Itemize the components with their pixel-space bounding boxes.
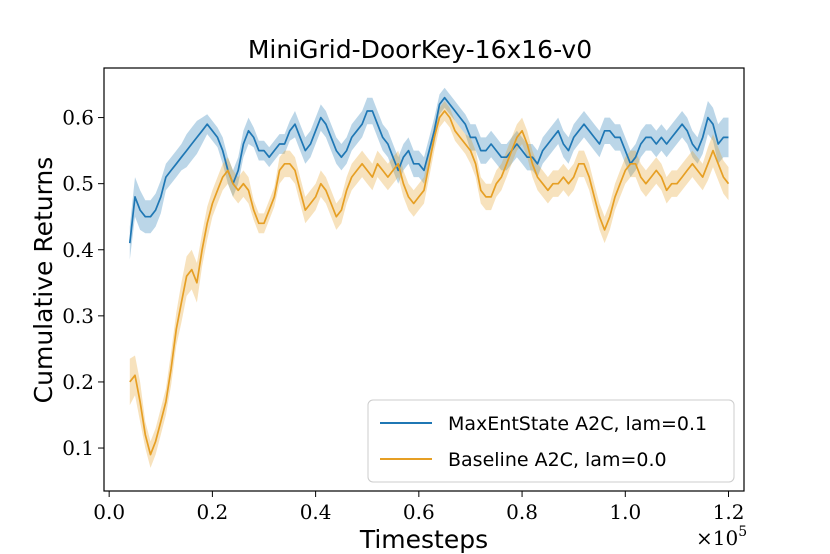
- x-tick-label: 0.6: [403, 500, 435, 524]
- x-tick-label: 0.4: [300, 500, 332, 524]
- x-tick-label: 1.0: [609, 500, 641, 524]
- y-tick-label: 0.4: [62, 238, 94, 262]
- x-tick-label: 1.2: [713, 500, 745, 524]
- legend-box: [367, 399, 735, 483]
- series-band-1: [129, 101, 729, 468]
- y-tick-label: 0.3: [62, 304, 94, 328]
- x-axis-label: Timesteps: [359, 525, 488, 554]
- series-lines: [128, 96, 730, 456]
- y-tick-label: 0.2: [62, 370, 94, 394]
- plot-frame: [103, 67, 745, 492]
- x-tick-label: 0.8: [506, 500, 538, 524]
- x-axis-multiplier: ×105: [696, 524, 747, 550]
- legend-label-0: MaxEntState A2C, lam=0.1: [448, 413, 707, 435]
- y-axis-label: Cumulative Returns: [29, 157, 58, 404]
- y-axis: 0.1 0.2 0.3 0.4 0.5 0.6: [62, 106, 104, 460]
- chart-title: MiniGrid-DoorKey-16x16-v0: [248, 35, 592, 64]
- y-tick-label: 0.6: [62, 106, 94, 130]
- y-tick-label: 0.1: [62, 436, 94, 460]
- legend: MaxEntState A2C, lam=0.1 Baseline A2C, la…: [367, 399, 735, 483]
- x-tick-label: 0.2: [196, 500, 228, 524]
- series-line-1: [129, 110, 730, 456]
- legend-label-1: Baseline A2C, lam=0.0: [448, 449, 667, 471]
- x-tick-label: 0.0: [93, 500, 125, 524]
- x-axis: 0.0 0.2 0.4 0.6 0.8 1.0 1.2: [93, 491, 744, 524]
- y-tick-label: 0.5: [62, 172, 94, 196]
